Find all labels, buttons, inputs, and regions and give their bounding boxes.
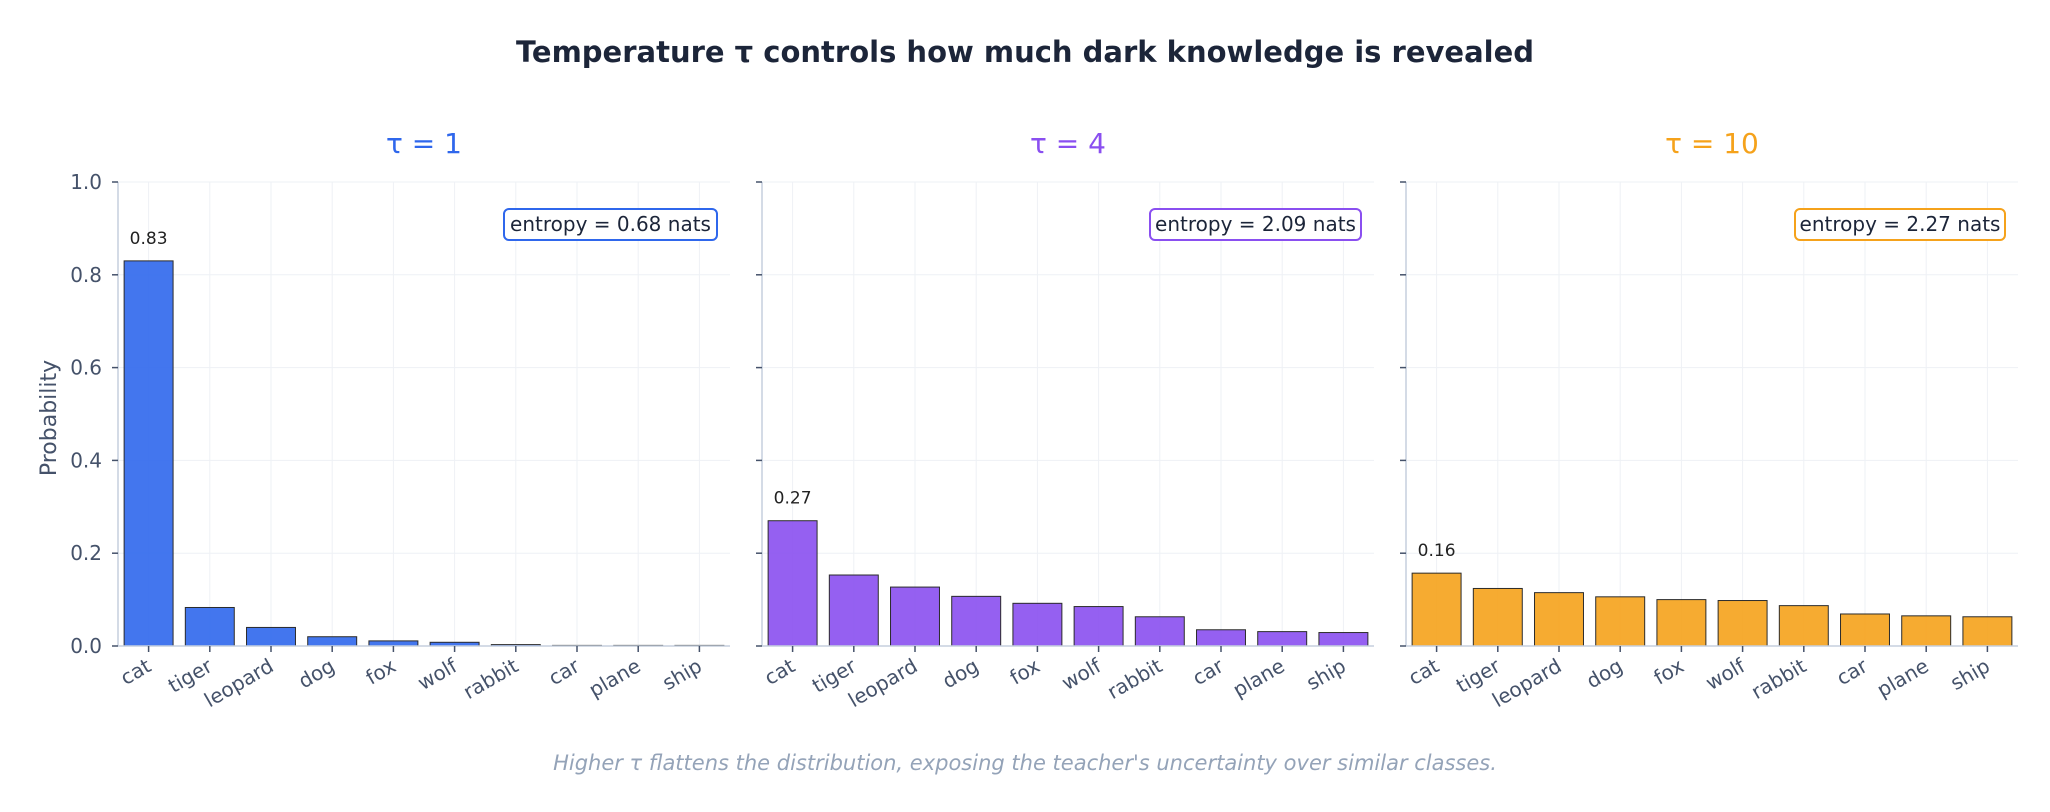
- entropy-label: entropy = 2.27 nats: [1800, 212, 2001, 236]
- y-tick-label: 0.2: [70, 541, 102, 565]
- bar: [1901, 615, 1952, 647]
- entropy-box: [1149, 208, 1362, 241]
- x-tick-label: rabbit: [1747, 653, 1810, 703]
- x-tick-label: fox: [361, 653, 400, 689]
- bar: [1134, 616, 1185, 647]
- bar: [1196, 629, 1246, 647]
- x-tick-label: leopard: [200, 654, 277, 713]
- bar: [1656, 599, 1707, 647]
- x-tick-label: plane: [1229, 654, 1289, 703]
- y-tick-label: 0.4: [70, 448, 102, 472]
- x-tick-label: leopard: [844, 654, 921, 713]
- x-tick-label: dog: [938, 654, 983, 694]
- entropy-box: [1794, 208, 2006, 241]
- x-tick-label: rabbit: [459, 653, 522, 703]
- figure-footnote: Higher τ flattens the distribution, expo…: [553, 751, 1497, 775]
- x-tick-label: car: [1188, 653, 1228, 690]
- bar: [1411, 572, 1462, 647]
- x-tick-label: plane: [585, 654, 645, 703]
- bar: [1257, 631, 1308, 647]
- y-tick-label: 0.0: [70, 634, 102, 658]
- panel-title: τ = 10: [1665, 127, 1759, 160]
- bar: [368, 640, 419, 647]
- x-tick-label: fox: [1649, 653, 1688, 689]
- bar: [1840, 613, 1890, 647]
- bar: [890, 586, 940, 647]
- bar: [767, 520, 818, 647]
- x-tick-label: car: [544, 653, 584, 690]
- x-tick-label: fox: [1005, 653, 1044, 689]
- x-tick-label: ship: [658, 654, 706, 695]
- bar: [1318, 632, 1369, 647]
- x-tick-label: cat: [116, 653, 155, 689]
- bar: [1595, 596, 1646, 647]
- bar: [1073, 606, 1124, 647]
- y-tick-label: 0.6: [70, 356, 102, 380]
- bar: [1534, 592, 1584, 647]
- bar: [1012, 602, 1063, 647]
- figure-title: Temperature τ controls how much dark kno…: [516, 35, 1534, 69]
- data-label: 0.83: [130, 229, 168, 249]
- x-tick-label: wolf: [1701, 653, 1750, 695]
- entropy-label: entropy = 2.09 nats: [1155, 212, 1356, 236]
- panel-title: τ = 1: [386, 127, 462, 160]
- y-axis-label: Probability: [37, 360, 62, 476]
- bar: [184, 606, 235, 647]
- x-tick-label: ship: [1302, 654, 1350, 695]
- x-tick-label: rabbit: [1103, 653, 1166, 703]
- x-tick-label: cat: [760, 653, 799, 689]
- bar: [1472, 587, 1523, 647]
- y-tick-label: 1.0: [70, 170, 102, 194]
- bar: [1778, 605, 1829, 647]
- x-tick-label: plane: [1873, 654, 1933, 703]
- panel-title: τ = 4: [1030, 127, 1106, 160]
- x-tick-label: dog: [294, 654, 339, 694]
- data-label: 0.16: [1418, 541, 1456, 561]
- x-tick-label: leopard: [1488, 654, 1565, 713]
- bar: [123, 260, 174, 647]
- x-tick-label: ship: [1946, 654, 1994, 695]
- bar: [828, 574, 879, 647]
- bar: [1717, 600, 1768, 647]
- y-tick-label: 0.8: [70, 263, 102, 287]
- entropy-box: [503, 208, 718, 241]
- bar: [307, 636, 358, 647]
- bar: [951, 595, 1002, 647]
- x-tick-label: cat: [1404, 653, 1443, 689]
- x-tick-label: wolf: [413, 653, 462, 695]
- entropy-label: entropy = 0.68 nats: [510, 212, 711, 236]
- x-tick-label: wolf: [1057, 653, 1106, 695]
- x-tick-label: dog: [1582, 654, 1627, 694]
- bar: [1962, 616, 2013, 647]
- data-label: 0.27: [774, 489, 812, 509]
- x-tick-label: car: [1832, 653, 1872, 690]
- bar: [246, 626, 296, 647]
